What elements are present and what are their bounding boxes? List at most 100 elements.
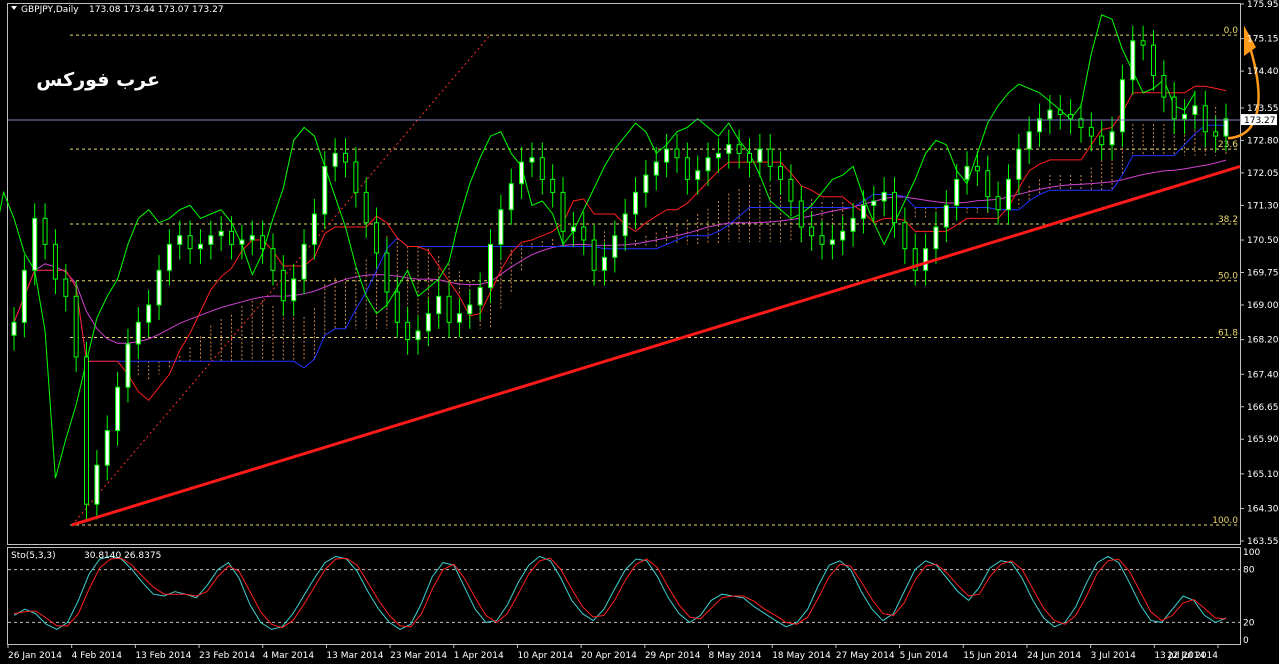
candle-body — [1171, 96, 1177, 120]
time-tick-label: 20 Apr 2014 — [581, 651, 637, 661]
time-tick-label: 4 Feb 2014 — [72, 651, 123, 661]
indicator-lines — [0, 14, 1227, 479]
candle-body — [332, 152, 338, 167]
candle-body — [633, 191, 639, 215]
overlays — [8, 25, 1260, 527]
fib-level-label: 38.2 — [1218, 215, 1238, 225]
candle-body — [1026, 131, 1032, 150]
time-tick-label: 8 May 2014 — [709, 651, 762, 661]
candle-body — [871, 200, 877, 206]
candle-body — [425, 313, 431, 332]
candle-body — [778, 165, 784, 180]
time-axis: 26 Jan 2014 4 Feb 2014 13 Feb 2014 23 Feb 2… — [7, 644, 1219, 661]
candle-body — [591, 239, 597, 271]
tenkan-line — [13, 85, 1227, 402]
candle-body — [954, 178, 960, 206]
candle-body — [456, 313, 462, 323]
kijun-line — [13, 124, 1226, 369]
candle-body — [280, 269, 286, 302]
time-tick-label: 23 Feb 2014 — [199, 651, 255, 661]
time-tick-label: 13 Jul 2014 — [1154, 651, 1205, 661]
candle-body — [705, 157, 711, 172]
candle-body — [736, 144, 742, 154]
candle-body — [892, 191, 898, 224]
candle-body — [674, 148, 680, 159]
candle-body — [902, 222, 908, 250]
candle-body — [374, 222, 380, 254]
candle-body — [1109, 131, 1115, 146]
candle-body — [11, 321, 17, 336]
candle-body — [488, 243, 494, 289]
price-tick-label: 175.15 — [1247, 35, 1279, 45]
fib-level-label: 61.8 — [1218, 328, 1238, 338]
candle-body — [166, 243, 172, 271]
price-tick-label: 172.05 — [1247, 169, 1279, 179]
candle-body — [715, 152, 721, 159]
candle-body — [63, 278, 69, 297]
candle-body — [974, 165, 980, 172]
price-tick-label: 171.30 — [1247, 201, 1279, 211]
candle-body — [985, 170, 991, 198]
candle-body — [1005, 178, 1011, 211]
candle-body — [767, 148, 773, 167]
stoch-signal-line — [13, 557, 1227, 629]
price-tick-label: 165.90 — [1247, 435, 1279, 445]
price-tick-label: 174.40 — [1247, 67, 1279, 77]
candle-body — [539, 157, 545, 180]
candle-body — [477, 287, 483, 306]
candle-body — [1088, 126, 1094, 137]
stoch-tick-label: 100 — [1243, 548, 1260, 558]
price-tick-label: 164.30 — [1247, 505, 1279, 515]
candle-body — [94, 464, 100, 505]
candle-body — [208, 235, 214, 245]
candle-body — [1057, 109, 1063, 115]
candle-body — [1068, 113, 1074, 120]
time-tick-label: 4 Mar 2014 — [263, 651, 315, 661]
candle-body — [125, 343, 131, 388]
candle-body — [746, 152, 752, 163]
fib-level-label: 50.0 — [1218, 272, 1238, 282]
candle-body — [850, 217, 856, 232]
candle-body — [498, 209, 504, 245]
candle-body — [353, 161, 359, 193]
time-tick-label: 5 Jun 2014 — [900, 651, 949, 661]
brand-watermark: عرب فوركس — [36, 69, 160, 91]
price-tick-label: 166.65 — [1247, 403, 1279, 413]
candle-body — [1182, 113, 1188, 120]
candle-body — [829, 239, 835, 245]
time-tick-label: 22 Jul 2014 — [1167, 651, 1218, 661]
stoch-tick-label: 20 — [1243, 618, 1255, 628]
candle-body — [560, 191, 566, 232]
time-tick-label: 3 Jul 2014 — [1091, 651, 1136, 661]
price-tick-label: 175.95 — [1247, 0, 1279, 10]
time-tick-label: 15 Jun 2014 — [963, 651, 1017, 661]
time-tick-label: 27 May 2014 — [836, 651, 895, 661]
candle-body — [1047, 109, 1053, 120]
candle-body — [933, 226, 939, 250]
candle-body — [415, 330, 421, 341]
time-tick-label: 1 Apr 2014 — [454, 651, 504, 661]
candle-body — [218, 230, 224, 237]
candle-body — [840, 230, 846, 241]
stoch-main-line — [13, 555, 1227, 630]
candle-body — [42, 217, 48, 245]
price-tick-label: 172.80 — [1247, 136, 1279, 146]
candle-body — [995, 196, 1001, 211]
fib-level-label: 23.6 — [1218, 140, 1238, 150]
candle-body — [1161, 74, 1167, 98]
candle-body — [519, 161, 525, 185]
candle-body — [384, 252, 390, 293]
time-tick-label: 13 Feb 2014 — [135, 651, 191, 661]
candle-body — [156, 269, 162, 306]
candle-body — [1150, 44, 1156, 76]
candle-body — [601, 256, 607, 271]
fib-level-label: 100.0 — [1212, 516, 1238, 526]
chikou-line — [0, 14, 1196, 479]
candle-body — [1192, 105, 1198, 115]
stoch-title: Sto(5,3,3) — [11, 551, 56, 561]
arrow-head-icon — [1244, 25, 1256, 56]
candle-body — [446, 295, 452, 323]
dropdown-triangle-icon[interactable] — [11, 6, 17, 10]
candle-body — [322, 165, 328, 215]
